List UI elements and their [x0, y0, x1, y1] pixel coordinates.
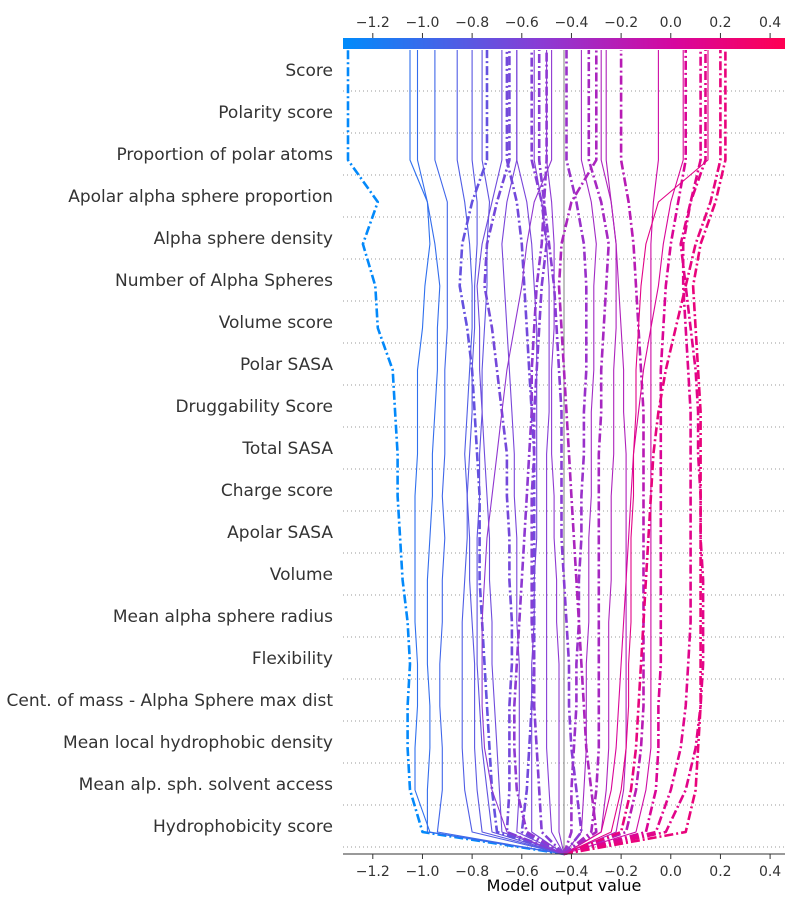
feature-label: Alpha sphere density: [154, 229, 333, 249]
feature-label: Apolar alpha sphere proportion: [68, 187, 333, 207]
x-tick-label-bottom: −0.4: [554, 864, 588, 880]
feature-labels: Score Polarity score Proportion of polar a…: [6, 61, 333, 837]
x-tick-label-top: −1.0: [405, 15, 439, 31]
feature-label: Charge score: [221, 481, 333, 501]
feature-label: Total SASA: [241, 439, 333, 459]
decision-line: [533, 50, 565, 855]
decision-line: [537, 50, 583, 855]
decision-line: [416, 50, 565, 855]
feature-label: Druggability Score: [175, 397, 333, 417]
feature-label: Polar SASA: [240, 355, 333, 375]
decision-line: [563, 50, 702, 856]
x-tick-label-top: 0.2: [709, 15, 731, 31]
decision-line: [563, 50, 709, 855]
decision-line: [563, 50, 727, 856]
decision-line: [434, 50, 565, 855]
feature-label: Score: [285, 61, 333, 81]
decision-line: [563, 50, 722, 856]
decision-line: [516, 50, 565, 855]
x-tick-label-top: 0.0: [660, 15, 682, 31]
decision-line: [481, 50, 565, 855]
feature-label: Number of Alpha Spheres: [115, 271, 333, 291]
decision-line: [505, 50, 565, 856]
decision-line: [563, 50, 611, 856]
feature-label: Flexibility: [252, 649, 333, 669]
colorbar-gradient: [343, 38, 785, 49]
x-tick-label-top: 0.4: [759, 15, 781, 31]
x-tick-label-bottom: 0.0: [660, 864, 682, 880]
decision-line: [409, 50, 565, 855]
feature-label: Mean alpha sphere radius: [113, 607, 333, 627]
feature-label: Hydrophobicity score: [153, 817, 333, 837]
feature-label: Proportion of polar atoms: [116, 145, 333, 165]
x-tick-label-bottom: −1.0: [405, 864, 439, 880]
x-axis-title: Model output value: [487, 876, 642, 895]
x-tick-label-bottom: −0.2: [604, 864, 638, 880]
decision-line: [563, 50, 688, 856]
decision-line: [563, 50, 645, 856]
x-tick-label-top: −0.4: [554, 15, 588, 31]
decision-line: [346, 50, 565, 856]
decision-line: [557, 50, 598, 856]
feature-label: Volume: [270, 565, 333, 585]
decision-line: [563, 50, 684, 855]
decision-line: [512, 50, 565, 856]
decision-line: [466, 50, 565, 855]
x-tick-label-bottom: 0.4: [759, 864, 781, 880]
feature-label: Apolar SASA: [227, 523, 333, 543]
x-tick-label-top: −0.8: [455, 15, 489, 31]
x-tick-label-bottom: 0.2: [709, 864, 731, 880]
colorbar: [343, 38, 785, 49]
decision-line: [476, 50, 565, 855]
x-tick-label-top: −1.2: [356, 15, 390, 31]
decision-line: [562, 50, 588, 855]
feature-label: Mean local hydrophobic density: [63, 733, 333, 753]
decision-line: [501, 50, 565, 855]
x-tick-label-bottom: −0.6: [505, 864, 539, 880]
decision-line: [458, 50, 565, 856]
x-tick-label-top: −0.2: [604, 15, 638, 31]
decision-line: [546, 50, 565, 855]
x-axis: −1.2 −1.2 −1.0 −1.0 −0.8 −0.8 −0.6 −0.6 −0.4 −0.4…: [343, 15, 785, 880]
feature-label: Volume score: [219, 313, 333, 333]
decision-line: [476, 50, 565, 855]
x-tick-label-bottom: −1.2: [356, 864, 390, 880]
x-tick-label-top: −0.6: [505, 15, 539, 31]
decision-line: [483, 50, 565, 856]
x-tick-label-bottom: −0.8: [455, 864, 489, 880]
feature-label: Polarity score: [218, 103, 333, 123]
decision-lines: [346, 50, 727, 856]
feature-label: Mean alp. sph. solvent access: [79, 775, 333, 795]
feature-label: Cent. of mass - Alpha Sphere max dist: [6, 691, 333, 711]
